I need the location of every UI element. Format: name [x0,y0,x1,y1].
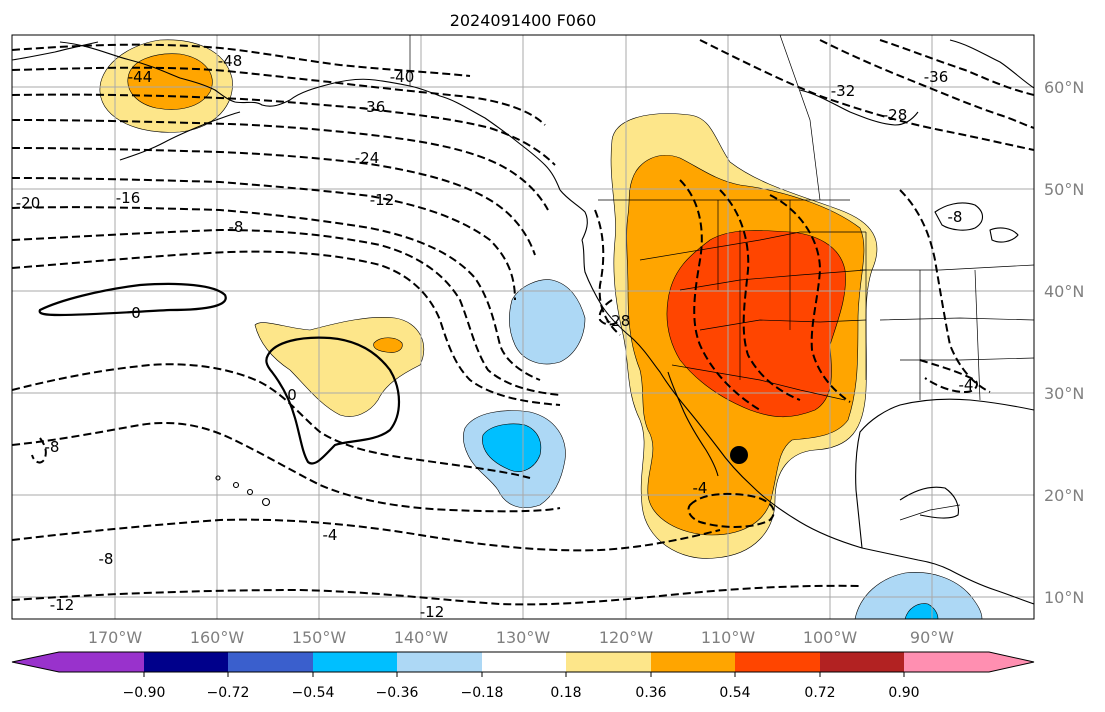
colorbar-tick-label: 0.36 [635,685,666,701]
coast-siberia [12,41,99,61]
contour-label: -4 [959,376,974,394]
contour-layer [12,39,1034,606]
contour-label: 0 [287,386,297,404]
lon-tick-label: 140°W [394,628,449,647]
coast-great-lakes [934,202,1019,243]
coast-hawaii-4 [261,497,271,507]
colorbar-segment [651,652,735,672]
contour-label: -24 [355,149,380,167]
colorbar-tick-label: 0.54 [719,685,750,701]
lon-tick-label: 150°W [292,628,347,647]
colorbar-tick-label: −0.18 [461,685,504,701]
lat-tick-label: 40°N [1044,282,1084,301]
lon-tick-label: 90°W [910,628,954,647]
colorbar-segment [820,652,904,672]
colorbar-segment [228,652,313,672]
anomaly-negative-offshore-north [509,279,586,365]
graticule [12,35,1034,619]
contour-label: -4 [693,479,708,497]
contour-label: -20 [16,194,41,212]
contour-label: -4 [323,526,338,544]
contour-label: -8 [45,438,60,456]
contour-label: -8 [948,208,963,226]
contour-label: -48 [218,52,243,70]
colorbar-tick-label: 0.90 [888,685,919,701]
contour-label: -28 [883,106,908,124]
colorbar-extend-low [12,652,59,672]
coast-baja [667,371,719,477]
coast-bc-washington [559,189,588,241]
lon-tick-label: 130°W [496,628,551,647]
lat-tick-label: 60°N [1044,78,1084,97]
map-frame [11,34,1035,620]
contour-label: -44 [128,68,153,86]
map-panel: -48 -44 -40 -36 -36 -32 -28 -24 -20 -16 … [12,35,1034,621]
lat-tick-label: 30°N [1044,384,1084,403]
colorbar: −0.90 −0.72 −0.54 −0.36 −0.18 0.18 0.36 … [11,651,1035,701]
contour-label: -32 [831,82,856,100]
contour-label: -12 [50,596,75,614]
anomaly-negative-southeast [854,572,983,619]
political-borders [409,35,1034,521]
lon-tick-label: 160°W [190,628,245,647]
contour-labels: -48 -44 -40 -36 -36 -32 -28 -24 -20 -16 … [16,52,974,621]
coast-canada-north [799,89,919,126]
latitude-axis: 60°N 50°N 40°N 30°N 20°N 10°N [1044,78,1084,607]
colorbar-extend-high [989,652,1034,672]
contour-label: -12 [420,603,445,621]
lat-tick-label: 50°N [1044,180,1084,199]
anomaly-negative-offshore-south-core [482,423,542,472]
colorbar-tick-label: −0.72 [207,685,250,701]
contour-label: 0 [131,304,141,322]
contour-label: -36 [924,68,949,86]
coast-yucatan [899,486,959,519]
colorbar-segment [313,652,397,672]
colorbar-segment [904,652,989,672]
lon-tick-label: 170°W [88,628,143,647]
colorbar-segment [566,652,651,672]
lat-tick-label: 20°N [1044,486,1084,505]
lon-tick-label: 120°W [599,628,654,647]
coast-west-us-mexico [581,239,1034,605]
anomaly-positive-central-pacific-spot [373,337,403,353]
contour-label: -8 [229,218,244,236]
coast-hawaii-3 [246,488,254,496]
colorbar-ticks [143,672,905,677]
contour-label: -16 [116,189,141,207]
contour-label: -28 [606,312,631,330]
contour-label: -8 [99,550,114,568]
coast-labrador [949,39,1034,89]
colorbar-segment [735,652,820,672]
colorbar-tick-label: −0.90 [123,685,166,701]
lon-tick-label: 110°W [701,628,756,647]
colorbar-outline [11,651,1035,673]
colorbar-segment [482,652,566,672]
coast-hawaii-2 [232,481,240,489]
location-marker-dot [730,446,748,464]
anomaly-negative-southeast-core [904,603,939,619]
lon-tick-label: 100°W [803,628,858,647]
contour-label: -36 [361,98,386,116]
map-title: 2024091400 F060 [450,11,597,30]
contour-label: -40 [390,68,415,86]
colorbar-segment [59,652,144,672]
coast-aleutians [119,111,241,161]
coastlines [12,39,1034,605]
contour-label: -12 [370,191,395,209]
colorbar-tick-label: 0.18 [550,685,581,701]
colorbar-segment [397,652,482,672]
longitude-axis: 170°W 160°W 150°W 140°W 130°W 120°W 110°… [88,628,954,647]
colorbar-segment [144,652,228,672]
colorbar-tick-label: 0.72 [804,685,835,701]
lat-tick-label: 10°N [1044,588,1084,607]
coast-gulf [855,398,1034,549]
colorbar-tick-label: −0.36 [376,685,419,701]
colorbar-tick-label: −0.54 [292,685,335,701]
coast-hawaii-1 [215,475,221,481]
